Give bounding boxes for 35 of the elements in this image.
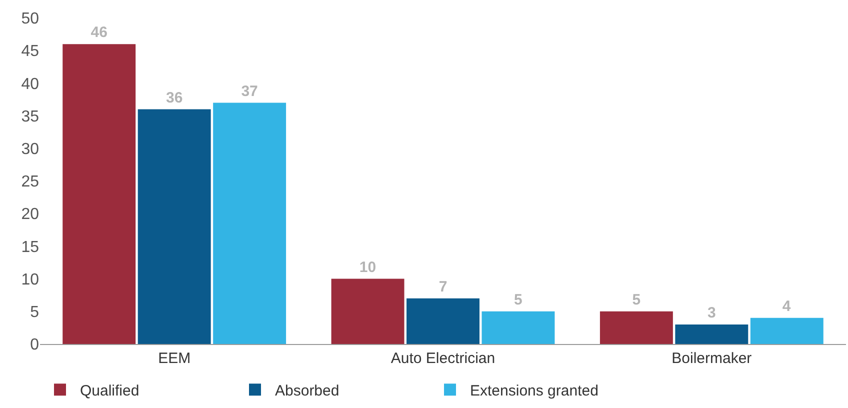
data-label: 36: [166, 89, 183, 106]
legend-label: Extensions granted: [470, 382, 598, 400]
y-tick-label: 25: [21, 174, 40, 191]
y-tick-label: 10: [21, 271, 40, 288]
data-label: 37: [241, 82, 258, 100]
y-tick-label: 0: [30, 336, 40, 354]
data-label: 5: [514, 291, 522, 308]
y-tick-label: 50: [21, 10, 40, 28]
y-tick-label: 5: [30, 304, 40, 321]
y-tick-label: 20: [21, 206, 40, 224]
bar: [406, 298, 480, 344]
y-tick-label: 40: [21, 76, 40, 93]
data-label: 10: [359, 258, 376, 276]
y-tick-label: 35: [21, 108, 40, 126]
bar: [675, 324, 748, 344]
y-tick-label: 45: [21, 43, 40, 60]
bar: [482, 311, 555, 344]
x-tick-label: EEM: [158, 350, 191, 367]
data-label: 5: [632, 291, 641, 308]
data-label: 3: [707, 304, 716, 322]
x-tick-label: Boilermaker: [672, 350, 752, 367]
legend-label: Qualified: [80, 382, 140, 400]
y-tick-label: 30: [21, 141, 40, 158]
bar: [331, 278, 404, 344]
bar: [750, 318, 824, 344]
bar: [62, 44, 136, 344]
data-label: 4: [782, 298, 792, 315]
legend-label: Absorbed: [275, 382, 340, 400]
x-tick-label: Auto Electrician: [390, 350, 496, 367]
bar: [138, 109, 211, 344]
data-label: 46: [90, 24, 108, 42]
bar: [213, 102, 286, 344]
data-label: 7: [438, 278, 448, 296]
y-tick-label: 15: [21, 238, 40, 256]
bar: [600, 311, 673, 344]
